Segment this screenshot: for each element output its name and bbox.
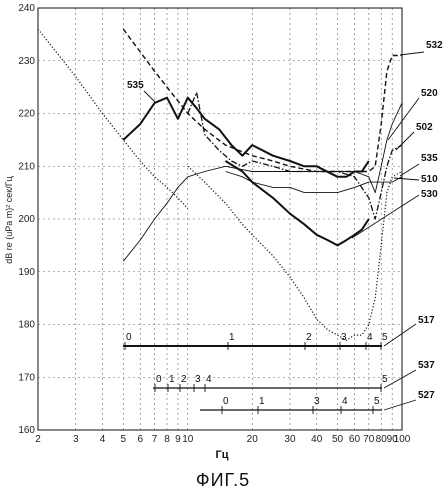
scale-label: 5 <box>382 374 388 385</box>
scale-label: 2 <box>181 374 187 385</box>
x-tick-label: 10 <box>182 434 194 445</box>
scale-label: 1 <box>229 332 235 343</box>
x-tick-label: 100 <box>394 434 411 445</box>
scale-label: 2 <box>306 332 312 343</box>
y-tick-label: 160 <box>18 425 35 436</box>
scale-label: 4 <box>367 332 373 343</box>
callout-leader <box>388 98 419 140</box>
callout-leader <box>396 132 414 150</box>
y-tick-labels: 160 170 180 190 200 210 220 230 240 <box>18 3 35 436</box>
callout-leader <box>352 195 419 238</box>
series-line-517 <box>188 166 402 340</box>
x-tick-label: 50 <box>332 434 344 445</box>
x-tick-label: 3 <box>73 434 79 445</box>
scale-label: 5 <box>382 332 388 343</box>
scale-label: 0 <box>223 396 229 407</box>
scale-label: 0 <box>126 332 132 343</box>
y-tick-label: 240 <box>18 3 35 14</box>
series-line-502 <box>188 92 402 219</box>
y-tick-label: 190 <box>18 267 35 278</box>
y-tick-label: 200 <box>18 214 35 225</box>
callout-label-535: 535 <box>421 153 438 164</box>
callout-label-520: 520 <box>421 88 438 99</box>
x-tick-label: 2 <box>35 434 41 445</box>
secondary-scales: 01234501234501345 <box>123 332 388 414</box>
scale-label: 0 <box>156 374 162 385</box>
callout-label-502: 502 <box>416 122 433 133</box>
x-tick-label: 5 <box>120 434 126 445</box>
callout-label-527: 527 <box>418 390 435 401</box>
x-tick-label: 70 <box>363 434 375 445</box>
x-tick-label: 6 <box>137 434 143 445</box>
x-tick-label: 40 <box>311 434 323 445</box>
figure-caption: ФИГ.5 <box>0 470 446 491</box>
y-tick-label: 220 <box>18 109 35 120</box>
scale-label: 4 <box>206 374 212 385</box>
scale-label: 3 <box>341 332 347 343</box>
callout-label-535: 535 <box>127 80 144 91</box>
y-axis-label: dB re (uPa m)² сек/Гц <box>4 176 14 264</box>
callout-leader <box>384 400 416 410</box>
callout-leader <box>384 370 416 388</box>
scale-label: 4 <box>342 396 348 407</box>
callout-leader <box>400 164 419 176</box>
y-tick-label: 210 <box>18 161 35 172</box>
callout-label-532: 532 <box>426 40 443 51</box>
series-line-unlabeled <box>38 29 188 208</box>
y-tick-label: 180 <box>18 320 35 331</box>
scale-label: 1 <box>169 374 175 385</box>
x-tick-label: 80 <box>376 434 388 445</box>
scale-label: 5 <box>374 396 380 407</box>
callout-label-517: 517 <box>418 315 435 326</box>
callout-label-537: 537 <box>418 360 435 371</box>
x-axis-label: Гц <box>216 449 229 461</box>
series-line-535 <box>123 103 402 261</box>
grid <box>38 8 402 430</box>
scale-label: 1 <box>259 396 265 407</box>
x-tick-label: 9 <box>175 434 181 445</box>
series-group <box>38 29 402 340</box>
x-tick-label: 20 <box>247 434 259 445</box>
callout-leader <box>144 91 155 102</box>
scale-label: 3 <box>195 374 201 385</box>
scale-label: 3 <box>314 396 320 407</box>
callout-label-510: 510 <box>421 174 438 185</box>
x-tick-label: 60 <box>349 434 361 445</box>
x-tick-label: 8 <box>164 434 170 445</box>
spectrum-chart: 23456789102030405060708090100 1601701801… <box>0 0 446 470</box>
callout-leader <box>384 324 416 346</box>
x-tick-label: 7 <box>152 434 158 445</box>
callout-label-530: 530 <box>421 189 438 200</box>
x-tick-label: 4 <box>100 434 106 445</box>
x-tick-label: 30 <box>284 434 296 445</box>
callout-leader <box>400 52 424 55</box>
y-tick-label: 170 <box>18 372 35 383</box>
series-line-530 <box>226 161 369 245</box>
x-tick-labels: 23456789102030405060708090100 <box>35 434 411 445</box>
y-tick-label: 230 <box>18 56 35 67</box>
